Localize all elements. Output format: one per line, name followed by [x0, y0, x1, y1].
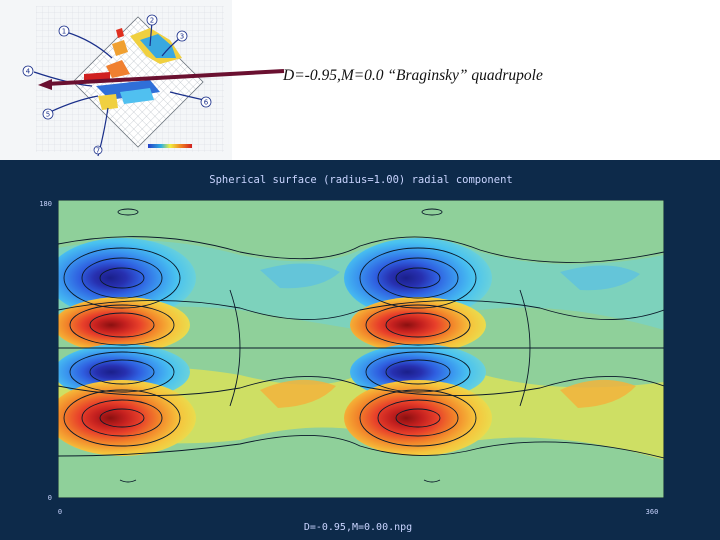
diagram-marker-2: 2: [146, 14, 158, 26]
contour-lines: [58, 208, 664, 483]
svg-text:1: 1: [62, 28, 66, 36]
svg-text:2: 2: [150, 17, 154, 25]
lobe-group-west: [58, 238, 196, 456]
y-axis-top-tick: 180: [39, 200, 52, 208]
contour-field: [58, 200, 664, 498]
diagram-marker-1: 1: [58, 25, 70, 37]
lobe-group-east: [344, 238, 492, 456]
regime-diagram: 1 2 3 4 5 6 7: [0, 0, 232, 160]
diagram-marker-6: 6: [200, 96, 212, 108]
diagram-marker-7: 7: [93, 145, 103, 155]
svg-text:4: 4: [26, 68, 31, 76]
plot-title: Spherical surface (radius=1.00) radial c…: [209, 174, 512, 186]
y-axis-bottom-tick: 0: [48, 494, 52, 502]
x-axis-left-tick: 0: [58, 508, 62, 516]
diagram-marker-4: 4: [22, 65, 34, 77]
diagram-marker-5: 5: [42, 108, 54, 120]
radial-component-plot: Spherical surface (radius=1.00) radial c…: [0, 160, 720, 540]
x-axis-right-tick: 360: [646, 508, 659, 516]
svg-text:7: 7: [96, 147, 100, 155]
diagram-marker-3: 3: [176, 30, 188, 42]
svg-text:5: 5: [46, 111, 50, 119]
diagram-colorbar: [148, 144, 192, 148]
svg-text:3: 3: [180, 33, 184, 41]
svg-text:6: 6: [204, 99, 209, 107]
slide-caption: D=-0.95,M=0.0 “Braginsky” quadrupole: [283, 67, 543, 84]
plot-filename: D=-0.95,M=0.00.npg: [304, 522, 412, 533]
